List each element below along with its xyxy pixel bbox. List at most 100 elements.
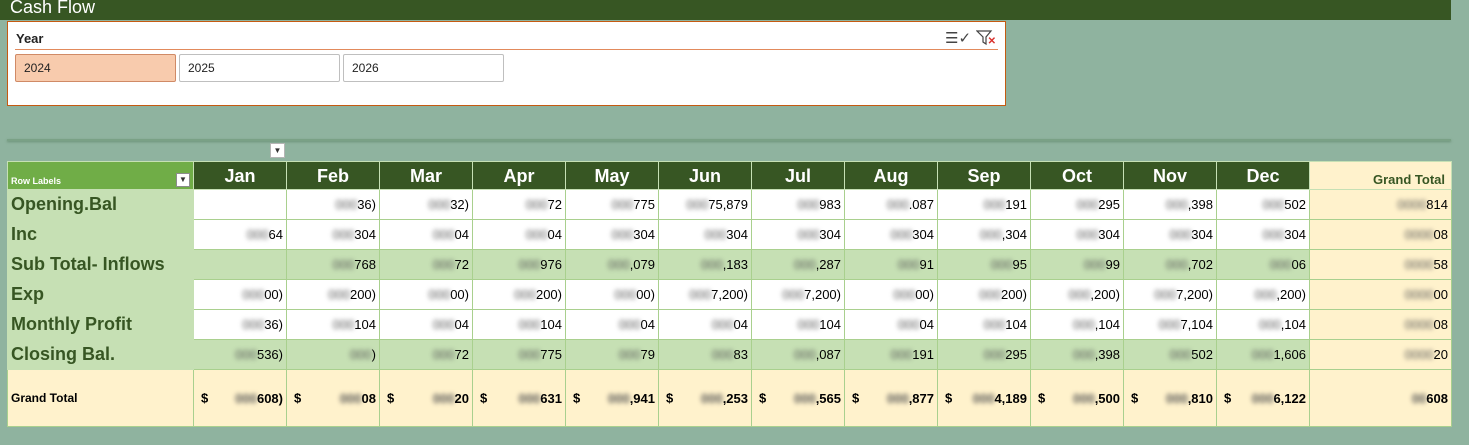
value-cell[interactable]: 000200) bbox=[937, 279, 1031, 310]
grand-total-cell[interactable]: 000008 bbox=[1309, 219, 1452, 250]
value-cell[interactable]: 000536) bbox=[193, 339, 287, 370]
row-labels-header[interactable]: Row Labels ▼ bbox=[7, 161, 194, 190]
value-cell[interactable]: 00004 bbox=[379, 219, 473, 250]
slicer-option-2024[interactable]: 2024 bbox=[15, 54, 176, 82]
slicer-option-2026[interactable]: 2026 bbox=[343, 54, 504, 82]
value-cell[interactable]: 00072 bbox=[379, 339, 473, 370]
value-cell[interactable]: 0007,200) bbox=[1123, 279, 1217, 310]
value-cell[interactable]: 000,287 bbox=[751, 249, 845, 280]
value-cell[interactable]: 00099 bbox=[1030, 249, 1124, 280]
grand-total-month-cell[interactable]: $000,565 bbox=[751, 369, 845, 427]
value-cell[interactable]: 00006 bbox=[1216, 249, 1310, 280]
value-cell[interactable]: 000191 bbox=[937, 189, 1031, 220]
grand-total-cell[interactable]: 000058 bbox=[1309, 249, 1452, 280]
value-cell[interactable]: 0007,200) bbox=[658, 279, 752, 310]
value-cell[interactable]: 000775 bbox=[472, 339, 566, 370]
grand-total-month-cell[interactable]: $0004,189 bbox=[937, 369, 1031, 427]
value-cell[interactable]: 00072 bbox=[379, 249, 473, 280]
value-cell[interactable]: 00000) bbox=[844, 279, 938, 310]
value-cell[interactable]: 000,183 bbox=[658, 249, 752, 280]
row-label[interactable]: Inc bbox=[7, 219, 194, 250]
grand-total-month-cell[interactable]: $000,500 bbox=[1030, 369, 1124, 427]
value-cell[interactable]: 000502 bbox=[1216, 189, 1310, 220]
grand-total-month-cell[interactable]: $000,941 bbox=[565, 369, 659, 427]
value-cell[interactable]: 00091 bbox=[844, 249, 938, 280]
value-cell[interactable]: 000304 bbox=[658, 219, 752, 250]
value-cell[interactable]: 00004 bbox=[472, 219, 566, 250]
value-cell[interactable]: 000200) bbox=[286, 279, 380, 310]
row-label[interactable]: Exp bbox=[7, 279, 194, 310]
value-cell[interactable]: 00072 bbox=[472, 189, 566, 220]
value-cell[interactable]: 000,398 bbox=[1030, 339, 1124, 370]
row-labels-dropdown-icon[interactable]: ▼ bbox=[176, 173, 190, 187]
grand-total-month-cell[interactable]: $0006,122 bbox=[1216, 369, 1310, 427]
value-cell[interactable]: 000304 bbox=[844, 219, 938, 250]
grand-total-month-cell[interactable]: $000,253 bbox=[658, 369, 752, 427]
value-cell[interactable]: 000983 bbox=[751, 189, 845, 220]
grand-total-month-cell[interactable]: $00020 bbox=[379, 369, 473, 427]
value-cell[interactable]: 000104 bbox=[472, 309, 566, 340]
row-label[interactable]: Opening.Bal bbox=[7, 189, 194, 220]
value-cell[interactable]: 000775 bbox=[565, 189, 659, 220]
grand-total-cell[interactable]: 000020 bbox=[1309, 339, 1452, 370]
grand-total-month-cell[interactable]: $000,810 bbox=[1123, 369, 1217, 427]
value-cell[interactable]: 00000) bbox=[565, 279, 659, 310]
value-cell[interactable]: 00000) bbox=[379, 279, 473, 310]
value-cell[interactable]: 000304 bbox=[1216, 219, 1310, 250]
value-cell[interactable]: 0007,200) bbox=[751, 279, 845, 310]
value-cell[interactable]: 000,702 bbox=[1123, 249, 1217, 280]
value-cell[interactable]: 000295 bbox=[937, 339, 1031, 370]
value-cell[interactable]: 000104 bbox=[751, 309, 845, 340]
value-cell[interactable]: 000304 bbox=[1030, 219, 1124, 250]
value-cell[interactable]: 000,200) bbox=[1216, 279, 1310, 310]
value-cell[interactable]: 000304 bbox=[565, 219, 659, 250]
grand-total-month-cell[interactable]: $000631 bbox=[472, 369, 566, 427]
value-cell[interactable]: 0001,606 bbox=[1216, 339, 1310, 370]
value-cell[interactable]: 00036) bbox=[193, 309, 287, 340]
value-cell[interactable]: 00004 bbox=[844, 309, 938, 340]
value-cell[interactable]: 000,104 bbox=[1216, 309, 1310, 340]
grand-total-cell[interactable]: 000000 bbox=[1309, 279, 1452, 310]
value-cell[interactable]: 00004 bbox=[379, 309, 473, 340]
value-cell[interactable]: 000502 bbox=[1123, 339, 1217, 370]
grand-total-overall-cell[interactable]: 00608 bbox=[1309, 369, 1452, 427]
year-slicer[interactable]: Year ☰✓ ✕ 2024 2025 2026 bbox=[7, 21, 1006, 106]
value-cell[interactable]: 00000) bbox=[193, 279, 287, 310]
value-cell[interactable] bbox=[193, 189, 287, 220]
value-cell[interactable]: 000200) bbox=[472, 279, 566, 310]
value-cell[interactable]: 000) bbox=[286, 339, 380, 370]
clear-filter-icon[interactable]: ✕ bbox=[975, 30, 996, 48]
value-cell[interactable]: 000304 bbox=[1123, 219, 1217, 250]
grand-total-cell[interactable]: 000008 bbox=[1309, 309, 1452, 340]
value-cell[interactable]: 000304 bbox=[286, 219, 380, 250]
value-cell[interactable]: 00064 bbox=[193, 219, 287, 250]
row-label[interactable]: Sub Total- Inflows bbox=[7, 249, 194, 280]
value-cell[interactable]: 00095 bbox=[937, 249, 1031, 280]
value-cell[interactable]: 00075,879 bbox=[658, 189, 752, 220]
value-cell[interactable]: 00032) bbox=[379, 189, 473, 220]
filter-dropdown-icon[interactable]: ▼ bbox=[270, 143, 285, 158]
value-cell[interactable]: 000,304 bbox=[937, 219, 1031, 250]
grand-total-month-cell[interactable]: $000,877 bbox=[844, 369, 938, 427]
value-cell[interactable]: 00083 bbox=[658, 339, 752, 370]
slicer-option-2025[interactable]: 2025 bbox=[179, 54, 340, 82]
value-cell[interactable]: 000104 bbox=[937, 309, 1031, 340]
value-cell[interactable]: 000,200) bbox=[1030, 279, 1124, 310]
value-cell[interactable]: 00004 bbox=[565, 309, 659, 340]
value-cell[interactable]: 000,398 bbox=[1123, 189, 1217, 220]
value-cell[interactable]: 000304 bbox=[751, 219, 845, 250]
value-cell[interactable]: 00004 bbox=[658, 309, 752, 340]
grand-total-cell[interactable]: 0000814 bbox=[1309, 189, 1452, 220]
grand-total-month-cell[interactable]: $000608) bbox=[193, 369, 287, 427]
multi-select-icon[interactable]: ☰✓ bbox=[945, 30, 972, 47]
value-cell[interactable]: 0007,104 bbox=[1123, 309, 1217, 340]
value-cell[interactable]: 000.087 bbox=[844, 189, 938, 220]
value-cell[interactable]: 000768 bbox=[286, 249, 380, 280]
value-cell[interactable]: 000,079 bbox=[565, 249, 659, 280]
value-cell[interactable]: 000295 bbox=[1030, 189, 1124, 220]
grand-total-month-cell[interactable]: $00008 bbox=[286, 369, 380, 427]
value-cell[interactable]: 00079 bbox=[565, 339, 659, 370]
value-cell[interactable]: 000976 bbox=[472, 249, 566, 280]
value-cell[interactable]: 000,104 bbox=[1030, 309, 1124, 340]
value-cell[interactable]: 00036) bbox=[286, 189, 380, 220]
